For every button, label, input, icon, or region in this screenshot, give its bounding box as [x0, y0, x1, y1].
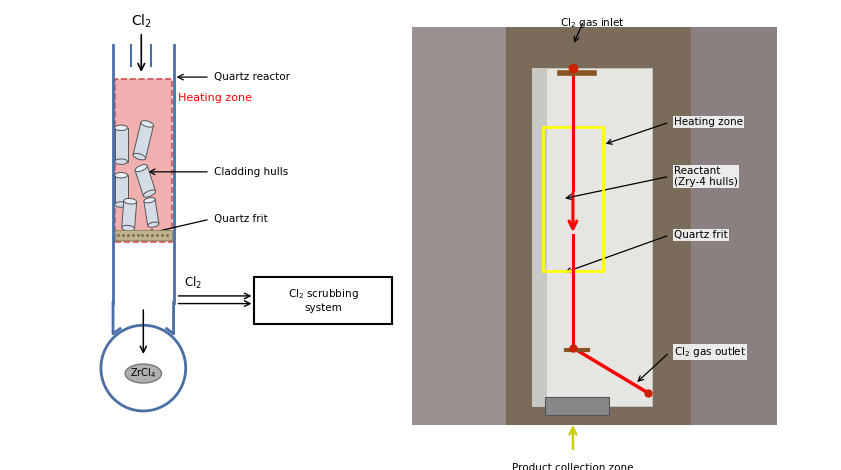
- Ellipse shape: [101, 325, 186, 411]
- Text: Cl$_2$: Cl$_2$: [183, 275, 202, 291]
- Polygon shape: [114, 175, 128, 204]
- Ellipse shape: [114, 202, 128, 207]
- Bar: [690, 27, 776, 424]
- Bar: [115, 79, 172, 242]
- Text: Cl$_2$ scrubbing
system: Cl$_2$ scrubbing system: [288, 287, 358, 313]
- Text: Cl$_2$ gas inlet: Cl$_2$ gas inlet: [560, 16, 625, 30]
- Ellipse shape: [141, 121, 154, 127]
- Polygon shape: [144, 199, 159, 226]
- Ellipse shape: [125, 364, 161, 383]
- Ellipse shape: [148, 222, 159, 227]
- Text: Product collection zone: Product collection zone: [512, 463, 633, 470]
- Text: Heating zone: Heating zone: [177, 93, 251, 103]
- Bar: [254, 276, 392, 324]
- Ellipse shape: [133, 153, 145, 160]
- Ellipse shape: [122, 226, 135, 231]
- Ellipse shape: [144, 197, 155, 203]
- Polygon shape: [122, 201, 137, 229]
- Polygon shape: [114, 128, 128, 162]
- Ellipse shape: [114, 159, 128, 164]
- Bar: [412, 27, 506, 424]
- Ellipse shape: [124, 198, 137, 204]
- Bar: [115, 229, 172, 240]
- Ellipse shape: [135, 164, 147, 172]
- Text: Quartz frit: Quartz frit: [674, 230, 727, 240]
- Bar: [543, 127, 603, 271]
- Text: Heating zone: Heating zone: [674, 117, 743, 127]
- Ellipse shape: [143, 190, 156, 197]
- Bar: [532, 68, 653, 407]
- Text: Quartz reactor: Quartz reactor: [214, 72, 290, 82]
- Text: Cladding hulls: Cladding hulls: [214, 167, 288, 177]
- Polygon shape: [133, 122, 153, 158]
- Bar: [545, 398, 610, 415]
- Text: Quartz frit: Quartz frit: [214, 214, 267, 224]
- Text: Cl$_2$ gas outlet: Cl$_2$ gas outlet: [674, 345, 746, 359]
- Ellipse shape: [114, 172, 128, 178]
- Bar: [412, 27, 776, 424]
- Text: Reactant
(Zry-4 hulls): Reactant (Zry-4 hulls): [674, 165, 738, 187]
- Ellipse shape: [114, 125, 128, 131]
- Polygon shape: [135, 165, 156, 196]
- Text: Cl$_2$: Cl$_2$: [131, 12, 151, 30]
- Bar: [532, 68, 547, 407]
- Text: ZrCl$_4$: ZrCl$_4$: [130, 367, 156, 380]
